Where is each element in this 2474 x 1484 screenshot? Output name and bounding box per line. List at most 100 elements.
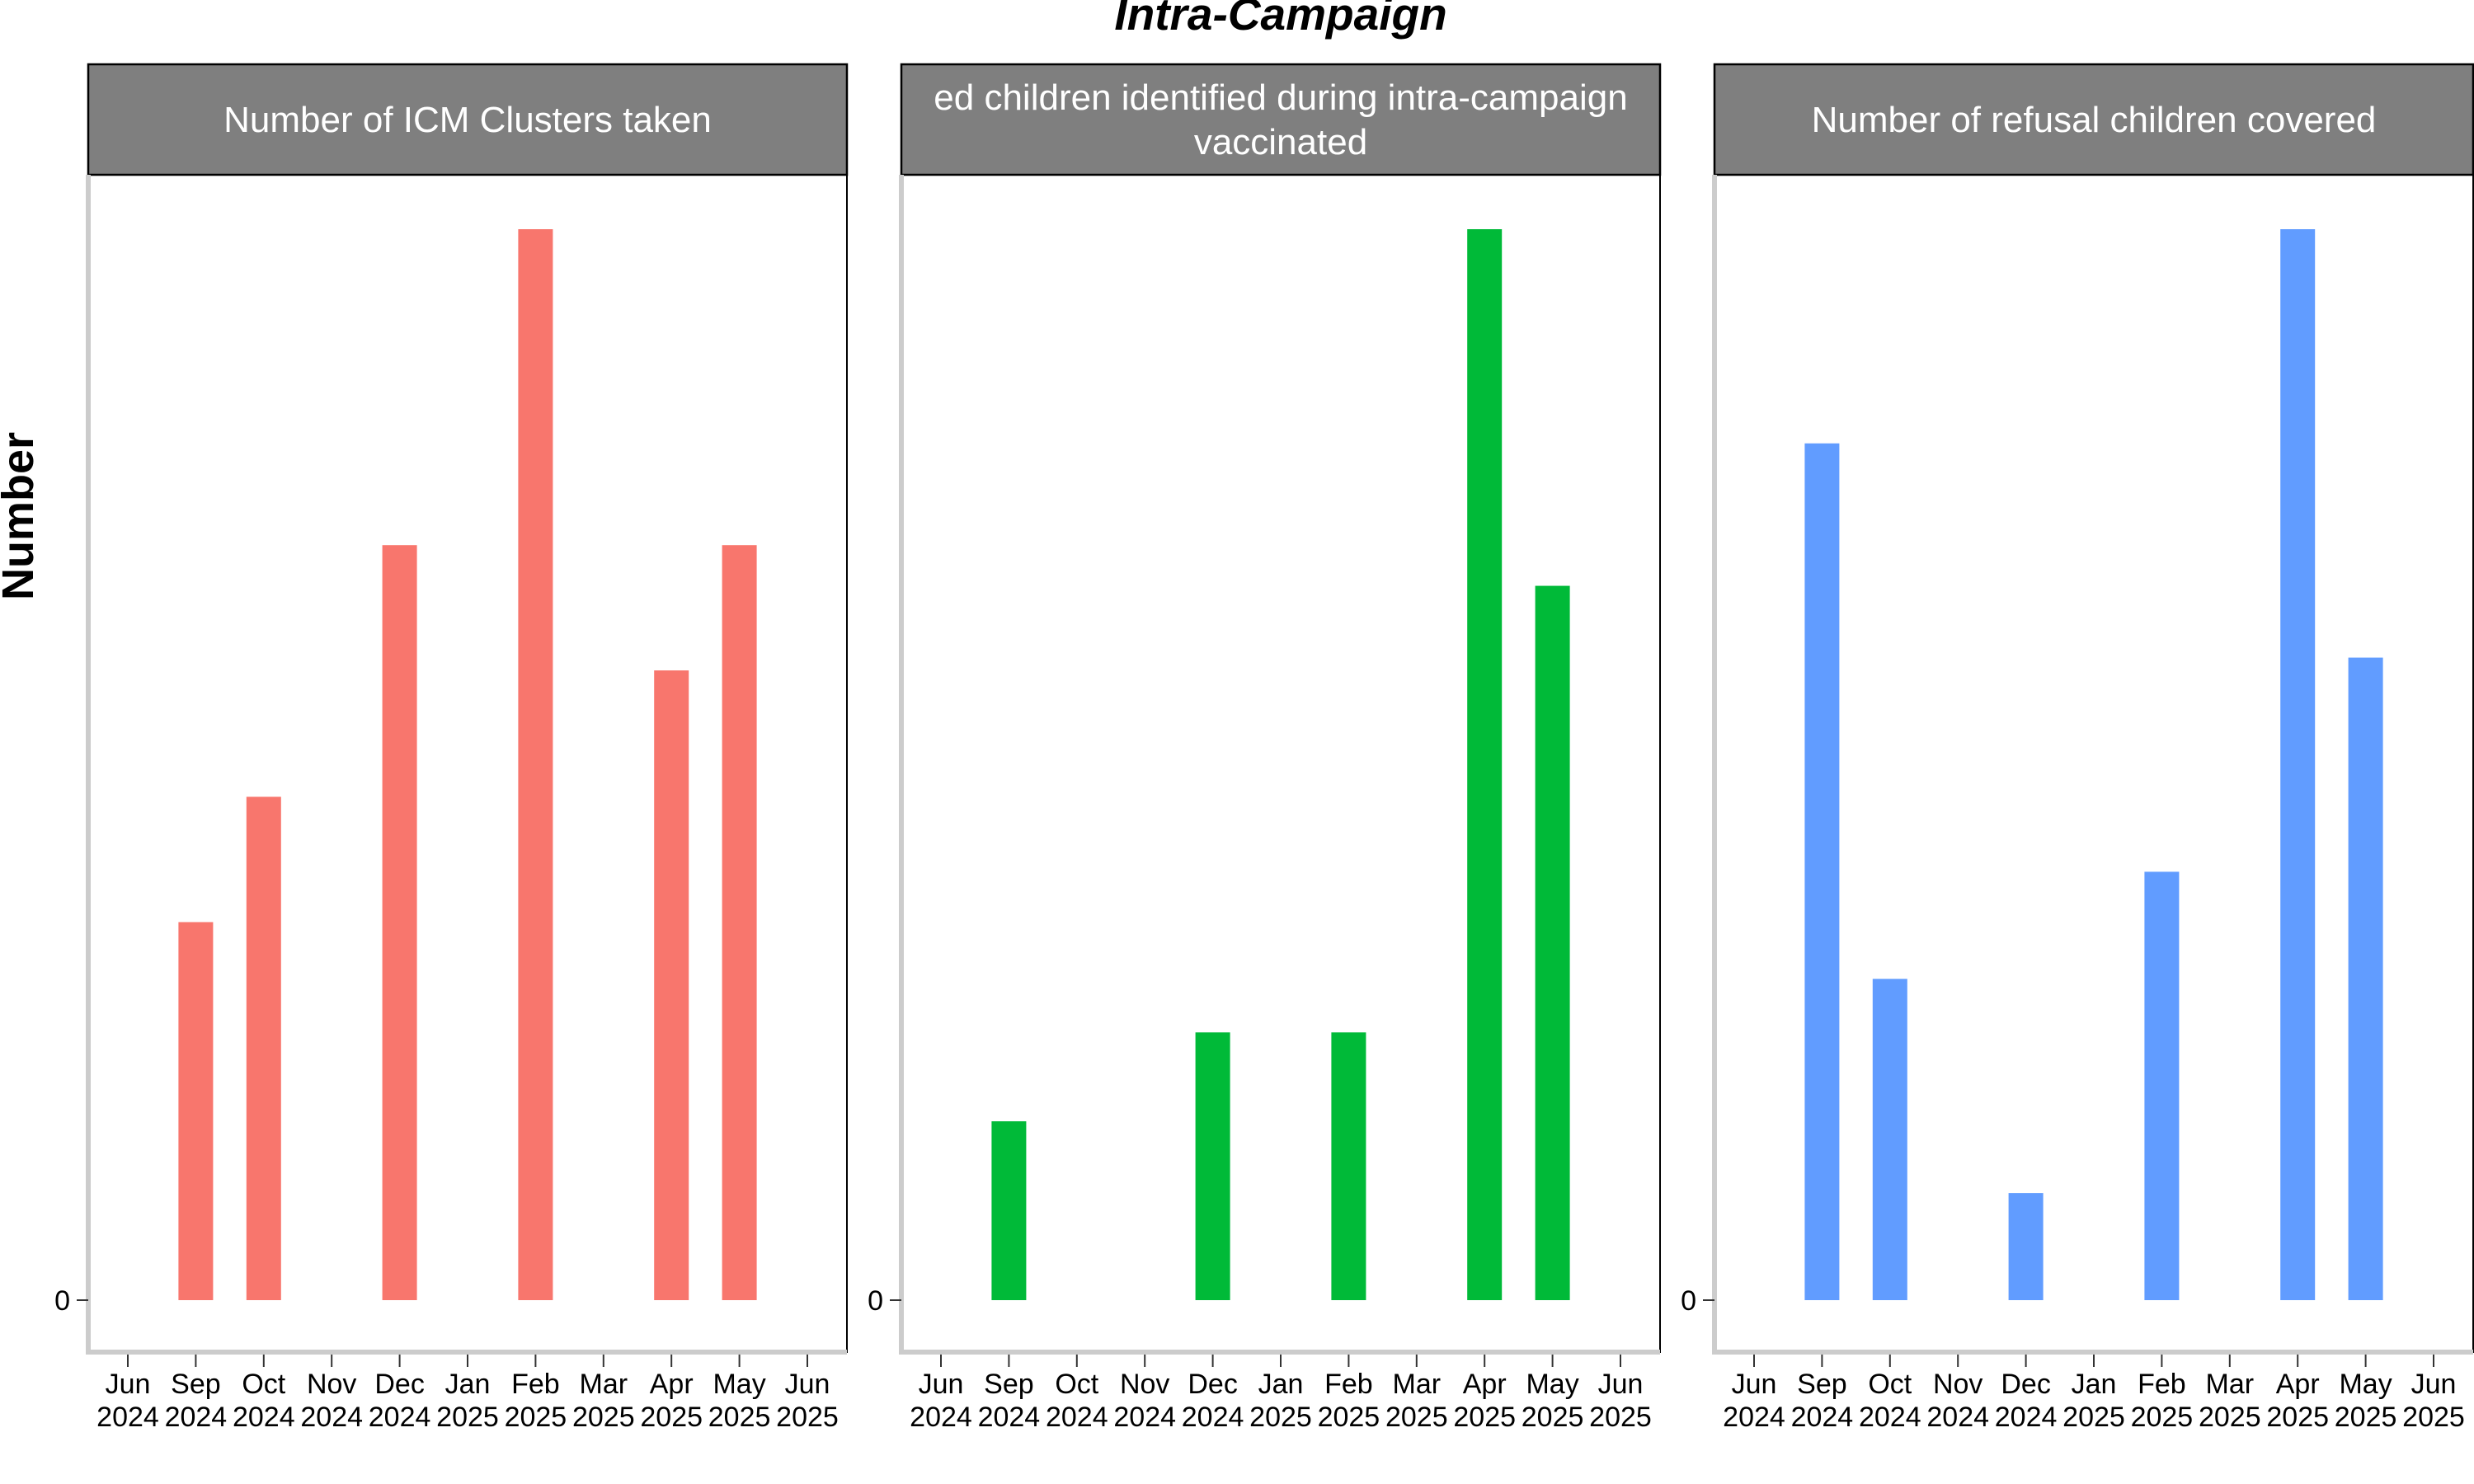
- bar-dec-2024: [382, 545, 417, 1300]
- bar-apr-2025: [2280, 229, 2316, 1300]
- x-tick-label-month: Feb: [2138, 1369, 2186, 1400]
- y-tick-label: 0: [1681, 1285, 1696, 1317]
- facet-panel-3: Number of refusal children covered0Jun20…: [1681, 63, 2474, 1433]
- x-tick-label-month: Mar: [1393, 1369, 1442, 1400]
- strip-label: ed children identified during intra-camp…: [934, 77, 1627, 118]
- x-tick-label-year: 2024: [1723, 1402, 1785, 1433]
- y-tick-label: 0: [54, 1285, 70, 1317]
- x-tick-label-month: Nov: [1933, 1369, 1982, 1400]
- x-tick-label-month: Jun: [1732, 1369, 1777, 1400]
- x-tick-label-year: 2024: [300, 1402, 363, 1433]
- bar-apr-2025: [1467, 229, 1503, 1300]
- x-tick-label-month: Oct: [242, 1369, 285, 1400]
- x-tick-label-month: Feb: [511, 1369, 560, 1400]
- x-tick-label-year: 2024: [96, 1402, 159, 1433]
- x-tick-label-year: 2025: [1318, 1402, 1380, 1433]
- x-tick-label-year: 2025: [1249, 1402, 1312, 1433]
- x-tick-label-year: 2025: [2266, 1402, 2329, 1433]
- bar-oct-2024: [246, 796, 281, 1300]
- x-tick-label-month: Nov: [1120, 1369, 1169, 1400]
- x-tick-label-year: 2024: [1182, 1402, 1244, 1433]
- x-tick-label-month: Sep: [984, 1369, 1034, 1400]
- x-tick-label-year: 2025: [776, 1402, 839, 1433]
- x-tick-label-year: 2025: [2335, 1402, 2397, 1433]
- x-tick-label-year: 2024: [369, 1402, 431, 1433]
- x-tick-label-month: May: [713, 1369, 765, 1400]
- facet-panels: Number of ICM Clusters taken0Jun2024Sep2…: [54, 63, 2474, 1433]
- x-tick-label-month: Sep: [1797, 1369, 1847, 1400]
- x-tick-label-year: 2025: [2131, 1402, 2194, 1433]
- x-tick-label-month: Mar: [580, 1369, 628, 1400]
- x-tick-label-year: 2024: [1791, 1402, 1854, 1433]
- bar-feb-2025: [2144, 871, 2180, 1300]
- panel-frame: [901, 174, 1661, 1353]
- y-tick-label: 0: [868, 1285, 883, 1317]
- x-tick-label-year: 2025: [1522, 1402, 1584, 1433]
- x-tick-label-month: Oct: [1055, 1369, 1098, 1400]
- x-tick-label-month: Dec: [1188, 1369, 1237, 1400]
- x-tick-label-year: 2025: [1385, 1402, 1448, 1433]
- bar-sep-2024: [178, 922, 214, 1300]
- x-tick-label-month: May: [2339, 1369, 2392, 1400]
- x-tick-label-month: Jun: [2411, 1369, 2457, 1400]
- x-tick-label-month: Mar: [2206, 1369, 2255, 1400]
- x-tick-label-year: 2024: [978, 1402, 1041, 1433]
- strip-label: Number of ICM Clusters taken: [223, 100, 712, 140]
- y-axis-title: Number: [0, 432, 43, 600]
- x-tick-label-month: Apr: [2276, 1369, 2320, 1400]
- x-tick-label-month: Dec: [2001, 1369, 2050, 1400]
- x-tick-label-year: 2024: [1046, 1402, 1108, 1433]
- x-tick-label-month: Nov: [307, 1369, 356, 1400]
- bar-feb-2025: [1331, 1032, 1366, 1300]
- x-tick-label-year: 2025: [708, 1402, 771, 1433]
- facet-panel-2: ed children identified during intra-camp…: [868, 63, 1662, 1433]
- bar-dec-2024: [1195, 1032, 1230, 1300]
- x-tick-label-year: 2024: [1859, 1402, 1921, 1433]
- bar-may-2025: [2348, 657, 2383, 1300]
- x-tick-label-year: 2025: [2402, 1402, 2465, 1433]
- x-tick-label-month: Apr: [650, 1369, 694, 1400]
- x-tick-label-month: Jun: [106, 1369, 151, 1400]
- bar-sep-2024: [1804, 443, 1840, 1300]
- bar-sep-2024: [991, 1121, 1027, 1300]
- x-tick-label-month: Jan: [1258, 1369, 1304, 1400]
- bar-feb-2025: [518, 229, 553, 1300]
- x-tick-label-month: Jan: [445, 1369, 491, 1400]
- x-tick-label-year: 2025: [2062, 1402, 2125, 1433]
- x-tick-label-year: 2025: [505, 1402, 567, 1433]
- x-tick-label-year: 2024: [233, 1402, 295, 1433]
- x-tick-label-year: 2024: [1113, 1402, 1176, 1433]
- x-tick-label-year: 2024: [1995, 1402, 2058, 1433]
- x-tick-label-month: Apr: [1463, 1369, 1507, 1400]
- x-tick-label-month: May: [1526, 1369, 1578, 1400]
- strip-label: Number of refusal children covered: [1812, 100, 2377, 140]
- x-tick-label-month: Jun: [785, 1369, 830, 1400]
- panel-frame: [1714, 174, 2474, 1353]
- bar-oct-2024: [1872, 979, 1907, 1300]
- x-tick-label-month: Jun: [919, 1369, 964, 1400]
- x-tick-label-year: 2025: [1589, 1402, 1652, 1433]
- x-tick-label-year: 2024: [1926, 1402, 1989, 1433]
- x-tick-label-year: 2024: [910, 1402, 972, 1433]
- x-tick-label-year: 2024: [165, 1402, 228, 1433]
- x-tick-label-month: Jun: [1598, 1369, 1644, 1400]
- bar-may-2025: [722, 545, 757, 1300]
- x-tick-label-month: Feb: [1324, 1369, 1373, 1400]
- facet-strip: [87, 63, 849, 176]
- bar-dec-2024: [2008, 1193, 2044, 1300]
- bar-may-2025: [1535, 585, 1570, 1300]
- panel-frame: [87, 174, 848, 1353]
- x-tick-label-month: Oct: [1868, 1369, 1912, 1400]
- x-tick-label-year: 2025: [2199, 1402, 2261, 1433]
- facet-panel-1: Number of ICM Clusters taken0Jun2024Sep2…: [54, 63, 849, 1433]
- x-tick-label-month: Dec: [374, 1369, 424, 1400]
- facet-strip: [1713, 63, 2474, 176]
- x-tick-label-year: 2025: [572, 1402, 635, 1433]
- bar-apr-2025: [654, 670, 689, 1300]
- figure-title: Intra-Campaign: [1114, 0, 1446, 40]
- x-tick-label-year: 2025: [436, 1402, 499, 1433]
- x-tick-label-month: Sep: [171, 1369, 221, 1400]
- x-tick-label-month: Jan: [2072, 1369, 2117, 1400]
- x-tick-label-year: 2025: [640, 1402, 703, 1433]
